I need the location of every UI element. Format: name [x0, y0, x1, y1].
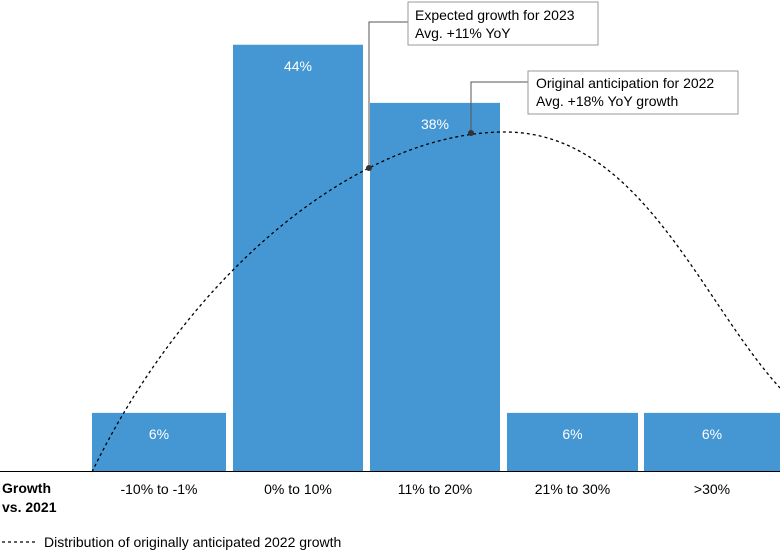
annotation-expected-2023: Expected growth for 2023 Avg. +11% YoY: [366, 1, 599, 171]
bar-value-label: 44%: [284, 58, 312, 74]
annotation-subtitle: Avg. +18% YoY growth: [536, 93, 678, 109]
bar-value-label: 6%: [149, 426, 169, 442]
annotation-marker: [468, 130, 474, 136]
category-label: 0% to 10%: [264, 481, 332, 497]
value-labels-group: 6% 44% 38% 6% 6%: [149, 58, 722, 442]
annotation-title: Expected growth for 2023: [415, 7, 575, 23]
bar-21-to-30: [507, 412, 638, 471]
bar-value-label: 6%: [562, 426, 582, 442]
annotation-original-2022: Original anticipation for 2022 Avg. +18%…: [468, 70, 739, 136]
annotation-title: Original anticipation for 2022: [536, 75, 714, 91]
bar-11-to-20: [370, 102, 500, 471]
category-label: >30%: [694, 481, 730, 497]
annotation-box: [407, 1, 599, 46]
annotation-subtitle: Avg. +11% YoY: [415, 25, 511, 41]
bar-value-label: 6%: [702, 426, 722, 442]
legend-label: Distribution of originally anticipated 2…: [44, 534, 341, 550]
annotation-marker: [366, 165, 372, 171]
category-label: -10% to -1%: [120, 481, 197, 497]
x-axis-title-line2: vs. 2021: [2, 499, 57, 515]
bar-0-to-10: [233, 44, 363, 471]
distribution-curve: [91, 131, 780, 473]
category-label: 11% to 20%: [398, 481, 472, 497]
bars-group: [92, 44, 780, 471]
category-label: 21% to 30%: [535, 481, 611, 497]
legend: Distribution of originally anticipated 2…: [2, 534, 341, 550]
bar-value-label: 38%: [421, 116, 449, 132]
annotation-leader-line: [368, 21, 408, 168]
annotation-leader-line: [470, 81, 528, 133]
x-axis-title-line1: Growth: [2, 480, 51, 496]
category-labels-group: -10% to -1% 0% to 10% 11% to 20% 21% to …: [120, 481, 730, 497]
bar-neg10-to-neg1: [92, 412, 226, 471]
bar-over-30: [644, 412, 780, 471]
annotation-box: [527, 70, 739, 115]
